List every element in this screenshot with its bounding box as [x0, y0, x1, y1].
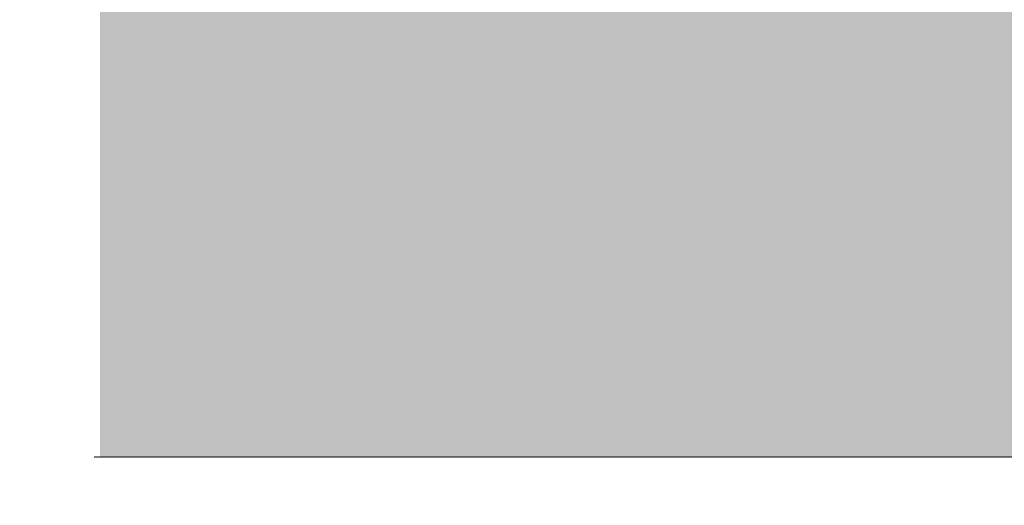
anomaly-chart — [0, 0, 1024, 525]
